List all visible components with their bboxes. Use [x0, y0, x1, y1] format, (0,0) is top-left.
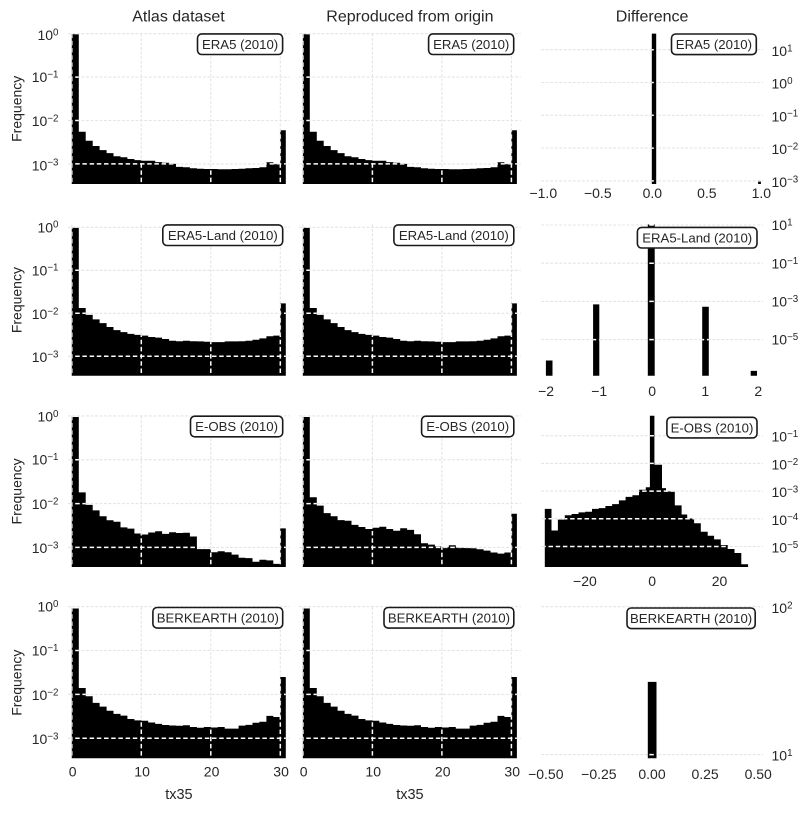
svg-text:2: 2 [754, 383, 762, 399]
svg-text:10: 10 [365, 764, 381, 780]
svg-text:0.00: 0.00 [638, 766, 665, 782]
svg-text:tx35: tx35 [165, 787, 192, 803]
svg-text:Frequency: Frequency [9, 76, 25, 142]
svg-text:E-OBS (2010): E-OBS (2010) [671, 420, 754, 435]
svg-text:30: 30 [504, 764, 520, 780]
svg-text:0: 0 [648, 383, 656, 399]
svg-text:0: 0 [648, 573, 656, 589]
svg-text:−0.25: −0.25 [581, 766, 617, 782]
svg-text:ERA5 (2010): ERA5 (2010) [202, 37, 278, 52]
svg-text:0.5: 0.5 [697, 185, 717, 201]
svg-text:Difference: Difference [616, 8, 689, 25]
svg-text:20: 20 [204, 764, 220, 780]
svg-text:1: 1 [701, 383, 709, 399]
svg-text:Frequency: Frequency [9, 650, 25, 716]
svg-text:Reproduced from origin: Reproduced from origin [326, 8, 493, 25]
svg-text:1.0: 1.0 [752, 185, 772, 201]
svg-text:Frequency: Frequency [9, 458, 25, 524]
svg-text:ERA5-Land (2010): ERA5-Land (2010) [642, 230, 752, 245]
svg-text:−1: −1 [591, 383, 607, 399]
svg-text:BERKEARTH (2010): BERKEARTH (2010) [630, 611, 752, 626]
svg-text:ERA5 (2010): ERA5 (2010) [433, 37, 509, 52]
svg-text:0.50: 0.50 [745, 766, 772, 782]
svg-text:0: 0 [69, 764, 77, 780]
svg-text:−20: −20 [573, 573, 597, 589]
svg-text:−0.5: −0.5 [584, 185, 612, 201]
svg-text:E-OBS (2010): E-OBS (2010) [426, 419, 509, 434]
svg-text:E-OBS (2010): E-OBS (2010) [195, 419, 278, 434]
svg-text:Atlas dataset: Atlas dataset [132, 8, 225, 25]
svg-text:10: 10 [134, 764, 150, 780]
svg-text:20: 20 [712, 573, 728, 589]
svg-text:BERKEARTH (2010): BERKEARTH (2010) [157, 611, 279, 626]
svg-text:−2: −2 [538, 383, 554, 399]
svg-text:30: 30 [273, 764, 289, 780]
svg-text:Frequency: Frequency [9, 267, 25, 333]
svg-text:0.25: 0.25 [691, 766, 718, 782]
svg-text:ERA5-Land (2010): ERA5-Land (2010) [399, 228, 509, 243]
svg-text:BERKEARTH (2010): BERKEARTH (2010) [388, 611, 510, 626]
svg-text:0.0: 0.0 [643, 185, 663, 201]
svg-text:20: 20 [435, 764, 451, 780]
svg-text:ERA5 (2010): ERA5 (2010) [676, 37, 752, 52]
svg-text:0: 0 [300, 764, 308, 780]
svg-text:−1.0: −1.0 [529, 185, 557, 201]
svg-text:tx35: tx35 [396, 787, 423, 803]
svg-text:ERA5-Land (2010): ERA5-Land (2010) [168, 228, 278, 243]
svg-text:−0.50: −0.50 [528, 766, 564, 782]
